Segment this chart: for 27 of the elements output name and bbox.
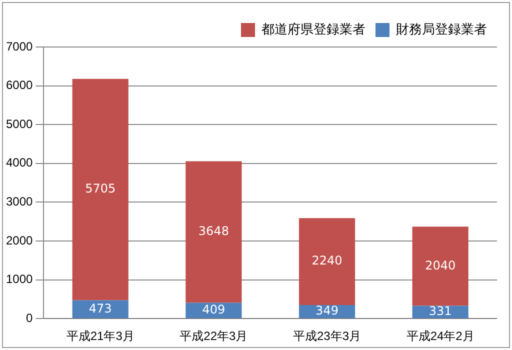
y-tick-label: 4000 bbox=[6, 156, 34, 170]
y-tick-label: 0 bbox=[26, 310, 34, 325]
data-label: 349 bbox=[316, 304, 338, 318]
y-tick-label: 1000 bbox=[6, 272, 34, 286]
data-label: 473 bbox=[88, 301, 112, 316]
bar bbox=[298, 218, 356, 306]
data-label: 3648 bbox=[198, 224, 229, 238]
bar bbox=[72, 78, 128, 300]
x-tick-label: 平成22年3月 bbox=[180, 329, 248, 344]
bar bbox=[72, 300, 128, 318]
x-tick-label: 平成24年2月 bbox=[406, 329, 474, 344]
data-label: 2040 bbox=[425, 258, 456, 272]
legend-label: 財務局登録業者 bbox=[396, 22, 487, 37]
y-tick-label: 3000 bbox=[6, 194, 34, 209]
data-label: 331 bbox=[428, 304, 452, 318]
y-tick-label: 7000 bbox=[6, 39, 34, 54]
legend-label: 都道府県登録業者 bbox=[262, 22, 366, 37]
x-tick-label: 平成21年3月 bbox=[66, 329, 134, 344]
y-tick-label: 5000 bbox=[6, 116, 34, 131]
data-label: 409 bbox=[202, 302, 226, 317]
y-tick-label: 6000 bbox=[6, 78, 34, 92]
y-tick-label: 2000 bbox=[6, 233, 34, 248]
data-label: 5705 bbox=[85, 182, 116, 196]
bar bbox=[412, 226, 468, 306]
data-label: 2240 bbox=[312, 254, 342, 268]
x-tick-label: 平成23年3月 bbox=[292, 329, 362, 344]
bar bbox=[186, 161, 242, 303]
